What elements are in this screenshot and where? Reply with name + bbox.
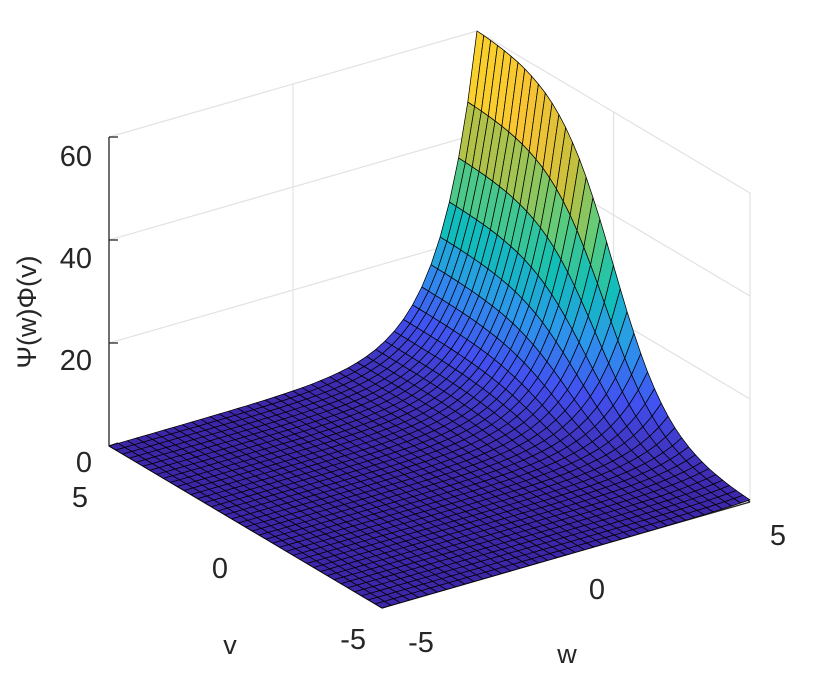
w-tick-label: 5 bbox=[770, 520, 786, 552]
z-tick-label: 0 bbox=[76, 447, 92, 479]
surface-patch bbox=[733, 494, 751, 504]
z-tick-label: 60 bbox=[60, 141, 92, 173]
v-axis-title: v bbox=[223, 630, 237, 660]
z-tick-labels: 0 20 40 60 bbox=[60, 141, 92, 479]
v-tick-label: 0 bbox=[212, 553, 228, 585]
z-tick-label: 40 bbox=[60, 243, 92, 275]
z-grid-line bbox=[108, 30, 751, 194]
w-tick-label: -5 bbox=[408, 627, 434, 659]
v-tick-label: 5 bbox=[72, 482, 88, 514]
surface-mesh bbox=[108, 30, 751, 609]
w-tick-label: 0 bbox=[589, 574, 605, 606]
w-tick-labels: -5 0 5 bbox=[408, 520, 786, 659]
z-axis-title: Ψ(w)Φ(v) bbox=[12, 255, 42, 368]
w-axis-title: w bbox=[556, 639, 577, 669]
v-tick-labels: 5 0 -5 bbox=[72, 482, 366, 656]
v-tick-label: -5 bbox=[340, 624, 366, 656]
z-tick-label: 20 bbox=[60, 345, 92, 377]
